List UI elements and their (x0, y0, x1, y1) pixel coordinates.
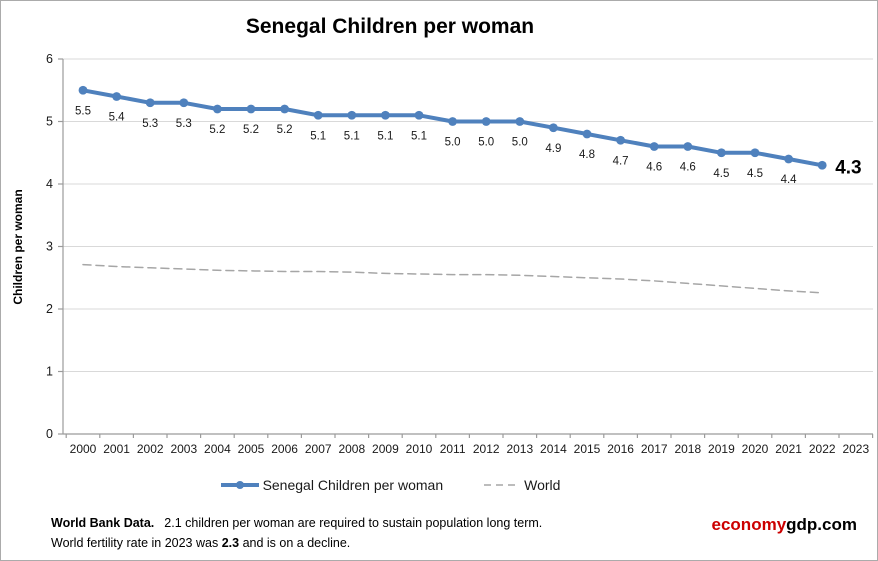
svg-text:4.6: 4.6 (646, 162, 662, 174)
svg-text:5.0: 5.0 (445, 137, 461, 149)
svg-text:4.3: 4.3 (835, 157, 861, 178)
svg-text:2011: 2011 (440, 442, 466, 456)
svg-text:2022: 2022 (809, 442, 836, 456)
svg-text:2008: 2008 (338, 442, 365, 456)
svg-text:2: 2 (46, 302, 53, 316)
svg-text:5.3: 5.3 (142, 118, 158, 130)
svg-text:4.5: 4.5 (747, 168, 763, 180)
svg-text:Children per woman: Children per woman (11, 189, 25, 304)
chart-legend: Senegal Children per woman World (61, 477, 719, 493)
svg-text:2018: 2018 (674, 442, 701, 456)
svg-text:5.2: 5.2 (277, 124, 293, 136)
svg-text:2001: 2001 (103, 442, 130, 456)
brand-logo: economygdp.com (712, 515, 857, 535)
svg-text:5.4: 5.4 (109, 112, 126, 124)
svg-text:5.2: 5.2 (243, 124, 259, 136)
svg-text:2010: 2010 (406, 442, 433, 456)
svg-text:4.8: 4.8 (579, 149, 595, 161)
svg-text:2004: 2004 (204, 442, 231, 456)
brand-logo-red-part: economy (711, 515, 787, 534)
world-dashed-line-icon (484, 484, 521, 486)
svg-text:5: 5 (46, 115, 53, 129)
svg-text:2021: 2021 (775, 442, 802, 456)
chart-title: Senegal Children per woman (245, 15, 535, 38)
source-note: World Bank Data. 2.1 children per woman a… (51, 513, 542, 553)
svg-text:4.9: 4.9 (545, 143, 561, 155)
svg-text:6: 6 (46, 52, 53, 66)
svg-text:5.0: 5.0 (478, 137, 494, 149)
svg-text:5.1: 5.1 (411, 130, 427, 142)
svg-text:2023: 2023 (842, 442, 869, 456)
legend-item-senegal: Senegal Children per woman (220, 477, 444, 493)
svg-text:2003: 2003 (170, 442, 197, 456)
svg-text:2000: 2000 (70, 442, 97, 456)
svg-text:2014: 2014 (540, 442, 567, 456)
senegal-line-marker-icon (220, 481, 259, 489)
svg-text:3: 3 (46, 240, 53, 254)
svg-text:5.0: 5.0 (512, 137, 528, 149)
svg-text:2020: 2020 (742, 442, 769, 456)
brand-logo-dark-part: gdp.com (786, 515, 857, 534)
svg-text:2002: 2002 (137, 442, 164, 456)
legend-label-world: World (524, 477, 561, 493)
svg-text:2012: 2012 (473, 442, 500, 456)
svg-text:4.7: 4.7 (613, 155, 629, 167)
svg-text:2009: 2009 (372, 442, 399, 456)
fertility-line-chart: 0 1 2 3 4 5 6 2000 2001 2002 2003 2004 2005 2006 2007 2… (11, 52, 874, 456)
svg-text:4.4: 4.4 (781, 174, 798, 186)
svg-text:5.1: 5.1 (344, 130, 360, 142)
svg-text:2007: 2007 (305, 442, 332, 456)
legend-item-world: World (483, 477, 560, 493)
svg-text:4.6: 4.6 (680, 162, 696, 174)
svg-text:1: 1 (46, 365, 53, 379)
svg-text:5.1: 5.1 (310, 130, 326, 142)
svg-text:5.2: 5.2 (209, 124, 225, 136)
svg-text:4: 4 (46, 177, 53, 191)
legend-label-senegal: Senegal Children per woman (262, 477, 444, 493)
source-note-line1: World Bank Data. 2.1 children per woman a… (51, 516, 543, 530)
svg-text:5.1: 5.1 (377, 130, 393, 142)
source-note-bold: World Bank Data. (51, 516, 155, 530)
svg-text:2013: 2013 (506, 442, 533, 456)
svg-text:2019: 2019 (708, 442, 735, 456)
source-note-line2: World fertility rate in 2023 was 2.3 and… (51, 536, 351, 550)
svg-text:2016: 2016 (607, 442, 634, 456)
svg-text:5.5: 5.5 (75, 105, 91, 117)
svg-text:2005: 2005 (238, 442, 265, 456)
svg-text:2015: 2015 (574, 442, 601, 456)
svg-text:2006: 2006 (271, 442, 298, 456)
svg-text:0: 0 (46, 427, 53, 441)
svg-text:4.5: 4.5 (713, 168, 729, 180)
svg-text:5.3: 5.3 (176, 118, 192, 130)
svg-text:2017: 2017 (641, 442, 668, 456)
